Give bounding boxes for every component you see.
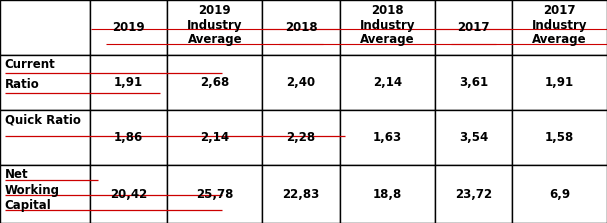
Bar (262, 0, 340, 55)
Text: 2,14: 2,14 (373, 76, 402, 89)
Bar (340, 0, 435, 55)
Text: 2019: 2019 (198, 4, 231, 17)
Bar (512, 165, 607, 223)
Bar (0, 110, 90, 165)
Bar (168, 110, 262, 165)
Bar (340, 165, 435, 223)
Bar (512, 110, 607, 165)
Text: Average: Average (532, 33, 587, 46)
Text: Working: Working (5, 184, 60, 197)
Text: 6,9: 6,9 (549, 188, 570, 200)
Text: Capital: Capital (5, 199, 52, 212)
Text: 2018: 2018 (285, 21, 317, 34)
Text: 3,54: 3,54 (459, 131, 488, 144)
Bar (168, 55, 262, 110)
Bar (435, 110, 512, 165)
Bar (0, 0, 90, 55)
Text: 1,91: 1,91 (114, 76, 143, 89)
Bar (435, 165, 512, 223)
Text: 2018: 2018 (371, 4, 404, 17)
Text: 20,42: 20,42 (110, 188, 148, 200)
Text: Ratio: Ratio (5, 78, 39, 91)
Bar (90, 165, 168, 223)
Bar (90, 0, 168, 55)
Text: 2017: 2017 (457, 21, 490, 34)
Bar (262, 165, 340, 223)
Text: Quick Ratio: Quick Ratio (5, 113, 81, 126)
Bar (0, 55, 90, 110)
Bar (168, 165, 262, 223)
Text: 1,58: 1,58 (545, 131, 574, 144)
Text: Average: Average (188, 33, 242, 46)
Text: 2,28: 2,28 (287, 131, 316, 144)
Text: 2017: 2017 (543, 4, 576, 17)
Text: 3,61: 3,61 (459, 76, 488, 89)
Text: 2019: 2019 (112, 21, 145, 34)
Text: 22,83: 22,83 (282, 188, 320, 200)
Text: 1,86: 1,86 (114, 131, 143, 144)
Bar (512, 55, 607, 110)
Bar (340, 110, 435, 165)
Text: Industry: Industry (359, 19, 415, 32)
Text: Average: Average (360, 33, 415, 46)
Bar (168, 0, 262, 55)
Bar (262, 110, 340, 165)
Text: Industry: Industry (187, 19, 243, 32)
Bar (90, 55, 168, 110)
Text: Net: Net (5, 168, 29, 181)
Text: 1,91: 1,91 (545, 76, 574, 89)
Text: 23,72: 23,72 (455, 188, 492, 200)
Bar (340, 55, 435, 110)
Bar (90, 110, 168, 165)
Bar (262, 55, 340, 110)
Text: Industry: Industry (532, 19, 588, 32)
Bar (435, 0, 512, 55)
Text: 1,63: 1,63 (373, 131, 402, 144)
Text: 2,14: 2,14 (200, 131, 229, 144)
Text: 2,68: 2,68 (200, 76, 229, 89)
Bar (0, 165, 90, 223)
Text: 25,78: 25,78 (196, 188, 234, 200)
Bar (435, 55, 512, 110)
Text: 2,40: 2,40 (287, 76, 316, 89)
Bar (512, 0, 607, 55)
Text: Current: Current (5, 58, 56, 71)
Text: 18,8: 18,8 (373, 188, 402, 200)
